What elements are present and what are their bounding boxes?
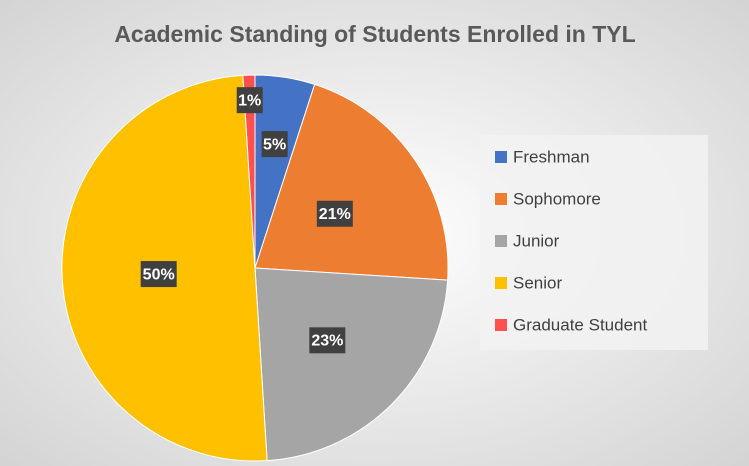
data-label-box [309,327,346,354]
data-label: 23% [311,333,343,350]
data-label: 1% [238,92,261,109]
legend-swatch [495,235,507,247]
legend-swatch [495,151,507,163]
data-label-box [261,131,288,158]
chart-title: Academic Standing of Students Enrolled i… [114,21,635,47]
legend-label: Junior [513,231,560,250]
legend-swatch [495,193,507,205]
legend-swatch [495,277,507,289]
data-label: 21% [319,206,351,223]
legend-label: Senior [513,273,562,292]
legend-swatch [495,319,507,331]
legend-box [480,135,708,350]
pie-slice [242,74,256,269]
data-label-box [140,261,177,288]
data-label: 5% [263,136,286,153]
data-label-box [236,87,263,114]
pie-slice [254,83,449,281]
data-label-box [316,200,353,227]
legend-label: Sophomore [513,189,601,208]
legend-label: Graduate Student [513,315,647,334]
data-label: 50% [143,266,175,283]
legend-label: Freshman [513,147,590,166]
pie-slice [254,267,449,462]
